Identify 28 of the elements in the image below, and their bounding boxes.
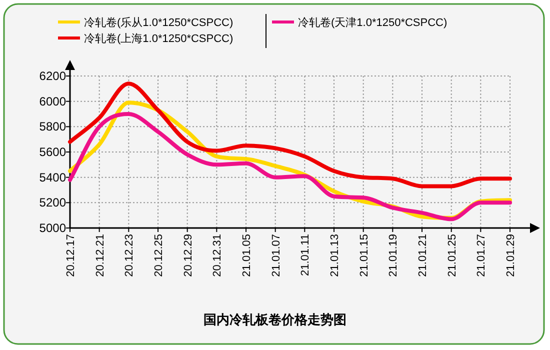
x-tick-label: 20.12.21: [94, 234, 106, 277]
x-tick-label: 21.01.13: [329, 234, 341, 277]
x-tick-label: 21.01.29: [505, 234, 517, 277]
x-tick-label: 21.01.21: [417, 234, 429, 277]
x-tick-label: 20.12.31: [212, 234, 224, 277]
line-series: [68, 82, 512, 188]
legend-label: 冷轧卷(乐从1.0*1250*CSPCC): [84, 16, 234, 29]
x-tick-label: 21.01.25: [446, 234, 458, 277]
x-tick-label: 20.12.25: [153, 234, 165, 277]
x-tick-label: 20.12.29: [182, 234, 194, 277]
x-tick-label: 20.12.17: [65, 234, 77, 277]
y-tick-label: 5000: [39, 221, 66, 235]
legend-label: 冷轧卷(天津1.0*1250*CSPCC): [298, 16, 448, 29]
text: 国内冷轧板卷价格走势图: [204, 312, 346, 327]
x-tick-label: 21.01.19: [388, 234, 400, 277]
y-tick-label: 6000: [39, 94, 66, 108]
x-tick-label: 20.12.23: [124, 234, 136, 277]
y-tick-label: 6200: [39, 69, 66, 83]
legend-label: 冷轧卷(上海1.0*1250*CSPCC): [84, 32, 234, 45]
y-tick-label: 5800: [39, 120, 66, 134]
y-tick-label: 5200: [39, 196, 66, 210]
x-tick-label: 21.01.05: [241, 234, 253, 277]
y-tick-label: 5600: [39, 145, 66, 159]
x-tick-label: 21.01.27: [476, 234, 488, 277]
x-tick-label: 21.01.11: [300, 234, 312, 276]
x-tick-label: 21.01.07: [270, 234, 282, 277]
y-tick-label: 5400: [39, 170, 66, 184]
x-tick-label: 21.01.15: [358, 234, 370, 277]
